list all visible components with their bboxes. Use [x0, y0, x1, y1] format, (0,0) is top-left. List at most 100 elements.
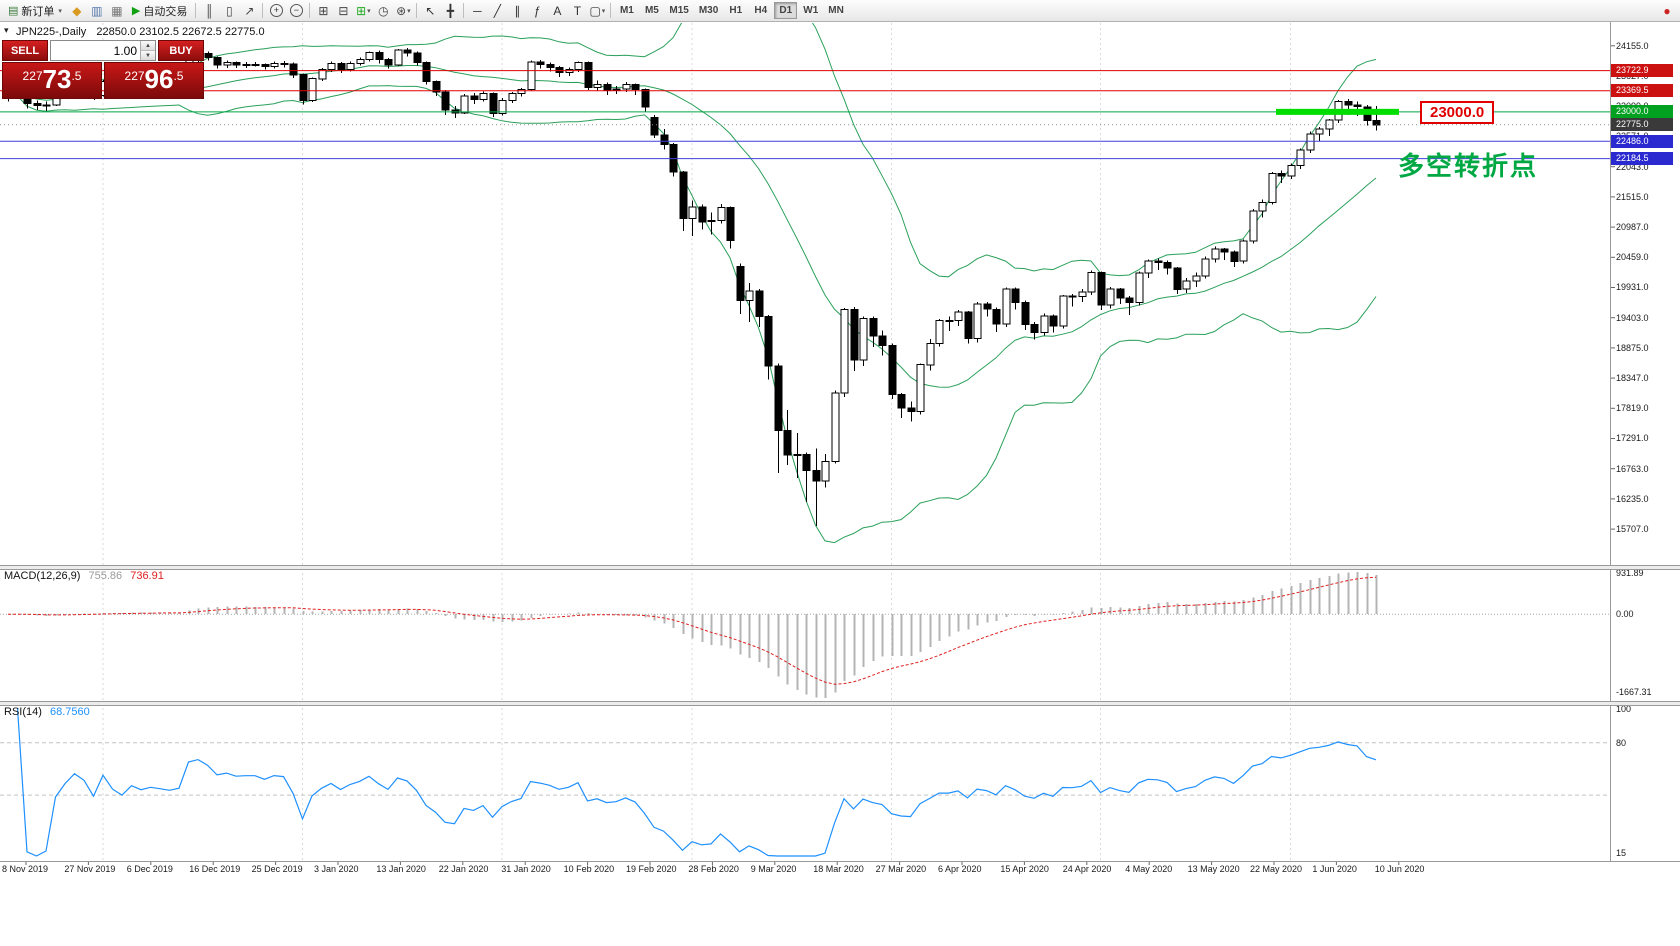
profiles-icon[interactable]: ▥ — [87, 2, 107, 20]
timeframe-m15-button[interactable]: M15 — [669, 5, 689, 16]
tile-windows-icon[interactable]: ⊞ — [313, 2, 333, 20]
buy-price-button[interactable]: 227 96.5 — [104, 62, 204, 99]
price-marker: 22184.5 — [1611, 152, 1673, 166]
cursor-icon: ↖ — [425, 3, 436, 18]
cascade-windows-icon: ⊟ — [338, 3, 349, 18]
timeframe-d1-button[interactable]: D1 — [774, 2, 798, 19]
price-axis-tick: 24155.0 — [1616, 40, 1649, 51]
date-axis-label: 28 Feb 2020 — [688, 864, 739, 874]
cascade-windows-icon[interactable]: ⊟ — [333, 2, 353, 20]
channel-icon[interactable]: ∥ — [507, 2, 527, 20]
volume-spinner: ▲ ▼ — [140, 41, 155, 60]
macd-header: MACD(12,26,9) 755.86 736.91 — [4, 570, 164, 582]
ask-big-digits: 96 — [144, 64, 174, 94]
date-axis-label: 22 May 2020 — [1250, 864, 1303, 874]
line-chart-icon[interactable]: ↗ — [239, 2, 259, 20]
timeframe-m1-button[interactable]: M1 — [619, 5, 634, 16]
toolbar-separator — [463, 3, 465, 18]
price-axis-tick: 19403.0 — [1616, 312, 1649, 323]
sell-button[interactable]: SELL — [2, 40, 48, 61]
trade-panel-collapse-button[interactable]: ▾ — [4, 25, 9, 35]
rsi-value: 68.7560 — [49, 706, 90, 718]
macd-signal-value: 736.91 — [130, 570, 164, 582]
timeframe-h1-button[interactable]: H1 — [729, 5, 743, 16]
timeframe-m5-button[interactable]: M5 — [644, 5, 659, 16]
rsi-title: RSI(14) — [4, 706, 42, 718]
date-axis-label: 9 Mar 2020 — [750, 864, 797, 874]
timeframe-h4-button[interactable]: H4 — [754, 5, 768, 16]
price-marker: 23722.9 — [1611, 64, 1673, 78]
price-axis-tick: 20987.0 — [1616, 222, 1649, 233]
bar-chart-icon[interactable]: ║ — [199, 2, 219, 20]
text-icon[interactable]: A — [547, 2, 567, 20]
zoom-in-icon[interactable]: + — [266, 2, 286, 20]
cursor-icon[interactable]: ↖ — [420, 2, 440, 20]
date-axis-label: 22 Jan 2020 — [438, 864, 489, 874]
date-axis-label: 27 Mar 2020 — [875, 864, 927, 874]
candlestick-chart-icon[interactable]: ▯ — [219, 2, 239, 20]
crosshair-icon[interactable]: ╋ — [440, 2, 460, 20]
date-axis-label: 15 Apr 2020 — [1000, 864, 1049, 874]
label-icon: T — [573, 3, 582, 18]
toolbar-separator — [195, 3, 197, 18]
trendline-icon[interactable]: ╱ — [487, 2, 507, 20]
date-axis-label: 6 Apr 2020 — [938, 864, 982, 874]
turning-point-annotation[interactable]: 多空转折点 — [1398, 151, 1539, 181]
label-icon[interactable]: T — [567, 2, 587, 20]
volume-up-button[interactable]: ▲ — [141, 41, 155, 51]
macd-axis-zero: 0.00 — [1616, 609, 1634, 620]
ask-suffix: .5 — [173, 69, 184, 83]
date-axis-label: 24 Apr 2020 — [1062, 864, 1112, 874]
timeframe-mn-button[interactable]: MN — [828, 5, 844, 16]
buy-button[interactable]: BUY — [158, 40, 204, 61]
date-axis-label: 13 May 2020 — [1187, 864, 1240, 874]
price-axis-tick: 18347.0 — [1616, 373, 1649, 384]
price-axis-tick: 16235.0 — [1616, 493, 1649, 504]
timeframe-w1-button[interactable]: W1 — [803, 5, 819, 16]
fibonacci-icon[interactable]: ƒ — [527, 2, 547, 20]
price-level-label[interactable]: 23000.0 — [1420, 101, 1495, 124]
ohlc-values: 22850.0 23102.5 22672.5 22775.0 — [96, 26, 265, 38]
volume-input[interactable] — [51, 41, 140, 60]
auto-trading-button[interactable]: ▶ 自动交易 — [127, 2, 192, 20]
favorites-icon[interactable]: ◆ — [67, 2, 87, 20]
price-marker: 23369.5 — [1611, 84, 1673, 98]
candlestick-chart-icon: ▯ — [226, 3, 233, 18]
horizontal-line-icon: ─ — [473, 3, 482, 18]
chevron-down-icon: ▾ — [367, 7, 371, 15]
date-axis-label: 3 Jan 2020 — [314, 864, 359, 874]
price-axis-tick: 20459.0 — [1616, 252, 1649, 263]
sell-price-button[interactable]: 227 73.5 — [2, 62, 102, 99]
price-axis-tick: 17291.0 — [1616, 433, 1649, 444]
chevron-down-icon: ▾ — [58, 7, 62, 15]
shapes-icon[interactable]: ▢ ▾ — [587, 2, 607, 20]
toolbar-separator — [309, 3, 311, 18]
profiles-icon: ▥ — [91, 3, 103, 18]
rsi-panel-splitter[interactable] — [0, 701, 1680, 706]
new-order-button[interactable]: ▤ 新订单 ▾ — [3, 2, 67, 20]
order-ticket-icon: ▤ — [8, 5, 19, 17]
new-chart-icon[interactable]: ⊞ ▾ — [353, 2, 373, 20]
volume-down-button[interactable]: ▼ — [141, 51, 155, 60]
alert-icon[interactable]: ● — [1663, 3, 1671, 18]
macd-title: MACD(12,26,9) — [4, 570, 81, 582]
price-marker: 22775.0 — [1611, 118, 1673, 132]
bid-suffix: .5 — [71, 69, 82, 83]
market-watch-icon[interactable]: ▦ — [107, 2, 127, 20]
date-axis-label: 18 Mar 2020 — [813, 864, 864, 874]
clock-icon[interactable]: ◷ — [373, 2, 393, 20]
main-chart-layer — [0, 23, 1610, 544]
horizontal-line-icon[interactable]: ─ — [467, 2, 487, 20]
date-axis-label: 27 Nov 2019 — [64, 864, 116, 874]
macd-panel-splitter[interactable] — [0, 565, 1680, 570]
macd-histogram — [17, 572, 1378, 698]
price-axis-border — [1610, 22, 1611, 861]
date-axis-label: 8 Nov 2019 — [2, 864, 49, 874]
zoom-out-icon[interactable]: − — [286, 2, 306, 20]
timeframe-m30-button[interactable]: M30 — [698, 5, 719, 16]
chart-settings-icon[interactable]: ⊛ ▾ — [393, 2, 413, 20]
price-axis-tick: 23099.0 — [1616, 101, 1649, 112]
